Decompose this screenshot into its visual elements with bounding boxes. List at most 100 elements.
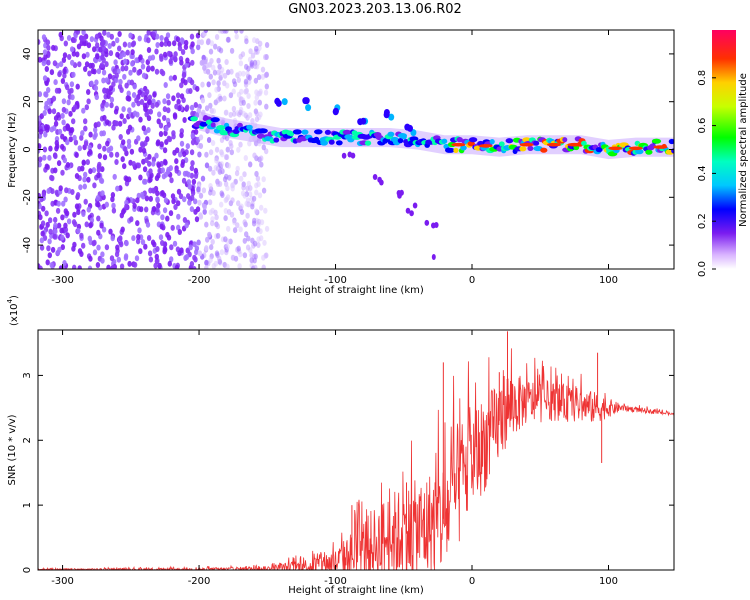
- y-tick-label: 20: [22, 95, 33, 108]
- noise-speckle: [252, 152, 257, 159]
- noise-speckle: [209, 40, 215, 47]
- noise-speckle: [248, 185, 253, 192]
- noise-speckle: [222, 72, 228, 79]
- noise-speckle: [247, 74, 252, 81]
- noise-speckle: [75, 51, 80, 58]
- noise-speckle: [159, 41, 164, 48]
- noise-speckle: [247, 191, 253, 198]
- noise-speckle: [180, 159, 186, 165]
- noise-speckle: [160, 240, 165, 246]
- noise-speckle: [87, 265, 93, 269]
- noise-speckle: [147, 250, 153, 257]
- noise-speckle: [250, 118, 255, 124]
- noise-speckle: [118, 134, 123, 140]
- noise-speckle: [190, 160, 195, 167]
- noise-speckle: [214, 214, 219, 221]
- noise-speckle: [160, 167, 165, 174]
- noise-speckle: [250, 52, 256, 59]
- noise-speckle: [40, 230, 45, 237]
- noise-speckle: [131, 101, 136, 108]
- noise-speckle: [51, 44, 56, 51]
- noise-speckle: [157, 262, 162, 269]
- noise-speckle: [106, 93, 111, 100]
- noise-speckle: [154, 152, 159, 159]
- snr-scale-exponent: 4: [6, 298, 14, 303]
- noise-speckle: [257, 192, 263, 199]
- noise-speckle: [100, 102, 105, 109]
- noise-speckle: [263, 54, 268, 61]
- noise-speckle: [93, 85, 99, 92]
- noise-speckle: [177, 45, 183, 52]
- noise-speckle: [100, 166, 105, 173]
- noise-speckle: [154, 101, 160, 108]
- lower-branch-blob: [405, 207, 411, 214]
- noise-speckle: [121, 139, 126, 146]
- band-blob: [445, 147, 455, 153]
- noise-speckle: [171, 198, 176, 205]
- band-blob: [581, 140, 587, 146]
- colorbar-tick-label: 0.2: [697, 213, 708, 229]
- noise-speckle: [95, 53, 100, 60]
- noise-speckle: [52, 125, 57, 131]
- noise-speckle: [168, 75, 174, 82]
- noise-speckle: [243, 155, 248, 161]
- band-blob: [301, 129, 309, 135]
- noise-speckle: [81, 242, 86, 249]
- noise-speckle: [96, 229, 101, 236]
- band-blob: [387, 131, 395, 137]
- noise-speckle: [83, 125, 88, 132]
- noise-speckle: [118, 120, 123, 127]
- noise-speckle: [86, 42, 92, 49]
- noise-speckle: [174, 158, 179, 165]
- noise-speckle: [72, 134, 77, 141]
- noise-speckle: [109, 96, 115, 103]
- noise-speckle: [248, 48, 253, 55]
- noise-speckle: [184, 222, 189, 229]
- noise-speckle: [159, 35, 164, 41]
- noise-speckle: [186, 171, 191, 178]
- noise-speckle: [166, 50, 172, 57]
- noise-speckle: [147, 99, 152, 106]
- noise-speckle: [174, 167, 179, 174]
- noise-speckle: [147, 160, 152, 167]
- noise-speckle: [195, 85, 200, 92]
- noise-speckle: [143, 106, 148, 113]
- noise-speckle: [117, 31, 122, 37]
- noise-speckle: [43, 131, 48, 138]
- noise-speckle: [47, 154, 52, 161]
- noise-speckle: [198, 143, 204, 149]
- noise-speckle: [69, 81, 75, 88]
- noise-speckle: [241, 70, 246, 77]
- noise-speckle: [77, 248, 83, 255]
- noise-speckle: [172, 240, 178, 247]
- noise-speckle: [114, 159, 119, 165]
- noise-speckle: [41, 60, 46, 67]
- noise-speckle: [102, 114, 107, 121]
- band-core: [608, 146, 623, 151]
- isolated-blob: [431, 254, 436, 260]
- noise-speckle: [81, 211, 86, 217]
- noise-speckle: [247, 140, 252, 147]
- noise-speckle: [101, 69, 107, 76]
- noise-speckle: [175, 92, 181, 99]
- noise-speckle: [123, 253, 129, 260]
- noise-speckle: [126, 138, 132, 145]
- noise-speckle: [123, 58, 128, 65]
- noise-speckle: [168, 58, 173, 65]
- noise-speckle: [138, 116, 143, 123]
- noise-speckle: [242, 192, 247, 199]
- noise-speckle: [87, 70, 92, 77]
- noise-speckle: [70, 189, 75, 195]
- band-blob: [210, 117, 220, 123]
- band-blob: [668, 138, 674, 145]
- noise-speckle: [217, 63, 222, 70]
- noise-speckle: [66, 35, 72, 41]
- noise-speckle: [42, 49, 48, 56]
- snr-scale-note: (x104): [6, 295, 20, 326]
- noise-speckle: [230, 185, 235, 192]
- noise-speckle: [179, 140, 185, 147]
- noise-speckle: [105, 119, 110, 126]
- noise-speckle: [105, 140, 110, 147]
- noise-speckle: [252, 240, 258, 247]
- noise-speckle: [147, 55, 153, 62]
